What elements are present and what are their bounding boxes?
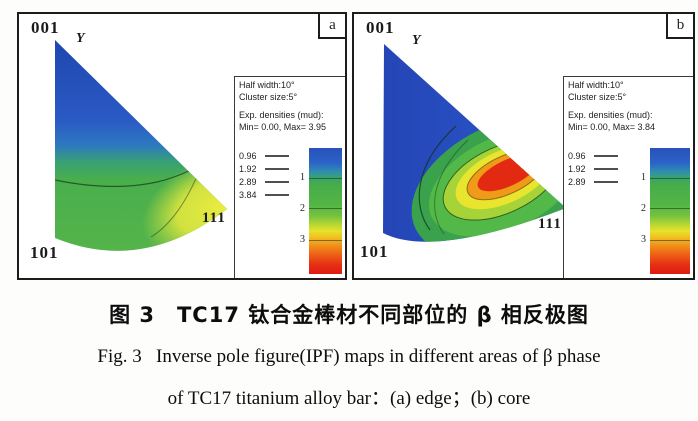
legend-cluster-size: Cluster size:5° — [239, 91, 298, 102]
legend-min-max: Min= 0.00, Max= 3.84 — [568, 121, 656, 132]
axis-label-y: Y — [76, 31, 85, 46]
colorbar-tick-mark — [309, 208, 342, 210]
vertex-label-001: 001 — [31, 18, 60, 37]
contour-level-row: 0.96 — [568, 149, 618, 162]
legend-cluster-size: Cluster size:5° — [568, 91, 627, 102]
colorbar — [309, 148, 342, 274]
contour-line-sample — [265, 193, 289, 196]
legend-half-width: Half width:10° — [239, 80, 295, 90]
vertex-label-101: 101 — [360, 242, 389, 261]
colorbar-tick-mark — [650, 239, 690, 241]
contour-level-row: 2.89 — [239, 175, 289, 188]
legend-exp-densities: Exp. densities (mud): — [239, 110, 324, 120]
legend-half-width: Half width:10° — [568, 80, 624, 90]
vertex-label-101: 101 — [30, 243, 59, 262]
caption-chinese: 图 3 TC17 钛合金棒材不同部位的 β 相反极图 — [109, 303, 589, 327]
contour-line-sample — [265, 167, 289, 170]
contour-level-list: 0.96 1.92 2.89 3.84 — [239, 149, 289, 201]
caption-english-line1: Fig. 3 Inverse pole figure(IPF) maps in … — [97, 346, 601, 367]
ipf-triangle-b — [383, 44, 566, 242]
contour-line-sample — [594, 180, 618, 183]
legend-box: Half width:10° Cluster size:5° Exp. dens… — [563, 76, 693, 278]
legend-exp-densities: Exp. densities (mud): — [568, 110, 653, 120]
colorbar-tick-label: 2 — [641, 203, 646, 214]
vertex-label-111: 111 — [202, 210, 226, 226]
colorbar-tick-label: 1 — [641, 172, 646, 183]
contour-line-sample — [265, 180, 289, 183]
colorbar-tick-label: 3 — [300, 234, 305, 245]
legend-box: Half width:10° Cluster size:5° Exp. dens… — [234, 76, 345, 278]
legend-min-max: Min= 0.00, Max= 3.95 — [239, 121, 327, 132]
colorbar — [650, 148, 690, 274]
contour-level-row: 2.89 — [568, 175, 618, 188]
ipf-triangle-a — [55, 40, 227, 251]
colorbar-tick-mark — [309, 239, 342, 241]
contour-level-list: 0.96 1.92 2.89 — [568, 149, 618, 188]
axis-label-y: Y — [412, 33, 421, 48]
contour-level-row: 1.92 — [568, 162, 618, 175]
contour-line-sample — [265, 154, 289, 157]
contour-level-row: 0.96 — [239, 149, 289, 162]
colorbar-tick-label: 3 — [641, 234, 646, 245]
contour-level-row: 3.84 — [239, 188, 289, 201]
contour-line-sample — [594, 154, 618, 157]
panel-letter-box: b — [666, 12, 695, 39]
ipf-panel-b: 001 Y 101 111 b Half width:10° Cluster s… — [352, 12, 695, 280]
colorbar-tick-mark — [650, 208, 690, 210]
caption-english-line2: of TC17 titanium alloy bar：(a) edge；(b) … — [167, 388, 531, 409]
colorbar-tick-mark — [650, 178, 690, 180]
colorbar-tick-mark — [309, 178, 342, 180]
contour-line-sample — [594, 167, 618, 170]
panel-letter-box: a — [318, 12, 347, 39]
vertex-label-111: 111 — [538, 216, 562, 232]
vertex-label-001: 001 — [366, 18, 395, 37]
colorbar-tick-label: 2 — [300, 203, 305, 214]
contour-level-row: 1.92 — [239, 162, 289, 175]
colorbar-tick-label: 1 — [300, 172, 305, 183]
ipf-panel-a: 001 Y 101 111 a Half width:10° Cluster s… — [17, 12, 347, 280]
